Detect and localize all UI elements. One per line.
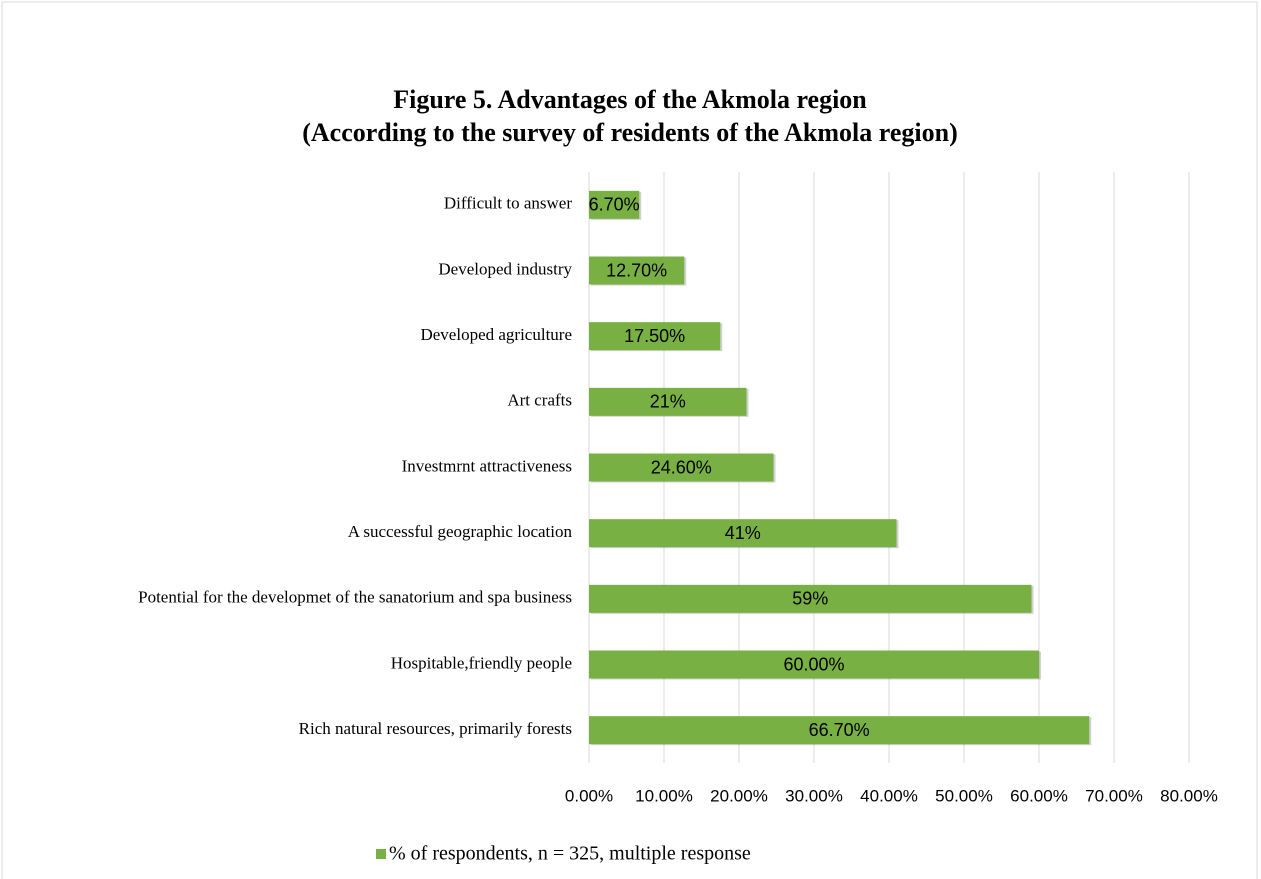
x-tick-label: 70.00% [1085,786,1143,805]
x-tick-label: 10.00% [635,786,693,805]
y-tick-label: Hospitable,friendly people [391,653,572,672]
data-label: 12.70% [606,260,667,280]
x-tick-label: 0.00% [565,786,613,805]
bar [589,650,1039,679]
y-tick-label: Investmrnt attractiveness [402,456,572,475]
bar [589,519,897,548]
bar [589,322,721,351]
y-tick-label: Art crafts [507,391,572,410]
x-tick-label: 60.00% [1010,786,1068,805]
x-tick-label: 40.00% [860,786,918,805]
legend-swatch [376,849,386,859]
legend-label: % of respondents, n = 325, multiple resp… [389,843,751,865]
data-label: 6.70% [589,195,640,215]
x-tick-label: 20.00% [710,786,768,805]
data-label: 59% [792,589,828,609]
data-label: 17.50% [624,326,685,346]
data-label: 41% [725,523,761,543]
chart-title: Figure 5. Advantages of the Akmola regio… [393,85,867,114]
bar [589,453,774,482]
y-tick-label: Difficult to answer [444,194,572,213]
x-tick-label: 50.00% [935,786,993,805]
bar [589,716,1090,745]
y-tick-label: Rich natural resources, primarily forest… [299,719,572,738]
data-label: 60.00% [783,654,844,674]
data-label: 66.70% [809,720,870,740]
data-label: 21% [650,392,686,412]
x-tick-label: 30.00% [785,786,843,805]
data-label: 24.60% [651,457,712,477]
bar [589,387,747,416]
y-tick-label: Developed industry [438,259,572,278]
y-tick-label: Potential for the developmet of the sana… [138,588,572,607]
bar [589,584,1032,613]
y-tick-label: Developed agriculture [420,325,572,344]
chart-title: (According to the survey of residents of… [302,118,957,147]
bar [589,256,685,285]
bar [589,190,640,219]
x-tick-label: 80.00% [1160,786,1218,805]
y-tick-label: A successful geographic location [348,522,573,541]
